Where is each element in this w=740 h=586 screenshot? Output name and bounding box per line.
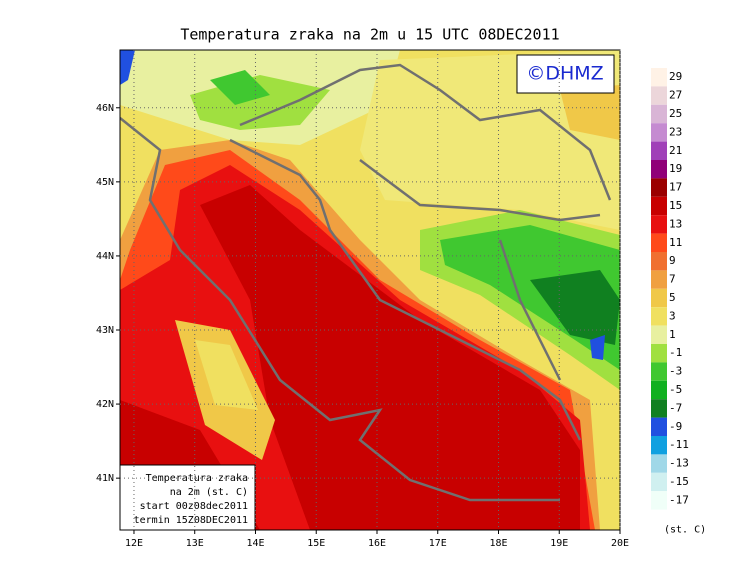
colorbar-label: 3 (669, 309, 676, 322)
colorbar-block (651, 417, 667, 436)
colorbar-unit: (st. C) (664, 525, 706, 536)
x-tick-label: 14E (246, 538, 264, 549)
colorbar-block (651, 104, 667, 124)
colorbar-label: 29 (669, 70, 682, 83)
info-line: termin 15Z08DEC2011 (134, 515, 248, 526)
x-tick-label: 16E (368, 538, 386, 549)
x-tick-label: 17E (429, 538, 447, 549)
colorbar-label: 17 (669, 181, 682, 194)
colorbar-label: 9 (669, 254, 676, 267)
colorbar-block (651, 233, 667, 252)
colorbar-label: -1 (669, 346, 682, 359)
colorbar-block (651, 380, 667, 400)
colorbar-label: -17 (669, 493, 689, 506)
colorbar-block (651, 399, 667, 418)
colorbar: 29 27 25 23 21 19 17 15 13 11 9 7 5 3 1 -1 -3 -5 -7 -9 -11 -1… (651, 68, 706, 536)
x-tick-label: 20E (611, 538, 629, 549)
colorbar-block (651, 325, 667, 344)
colorbar-block (651, 123, 667, 142)
colorbar-block (651, 178, 667, 197)
colorbar-block (651, 362, 667, 381)
colorbar-block (651, 307, 667, 326)
colorbar-label: -15 (669, 475, 689, 488)
colorbar-block (651, 252, 667, 271)
colorbar-label: 7 (669, 273, 676, 286)
colorbar-label: 21 (669, 144, 682, 157)
y-tick-label: 42N (96, 399, 114, 410)
colorbar-block (651, 68, 667, 87)
colorbar-label: -7 (669, 401, 682, 414)
y-tick-label: 45N (96, 177, 114, 188)
colorbar-label: 1 (669, 328, 676, 341)
x-tick-label: 18E (489, 538, 507, 549)
logo-box (516, 54, 615, 94)
x-tick-label: 19E (550, 538, 568, 549)
colorbar-label: 23 (669, 125, 682, 138)
colorbar-label: 19 (669, 162, 682, 175)
colorbar-label: 15 (669, 199, 682, 212)
y-tick-label: 41N (96, 473, 114, 484)
info-box (119, 464, 256, 531)
colorbar-label: 11 (669, 236, 682, 249)
x-tick-label: 12E (125, 538, 143, 549)
colorbar-block (651, 472, 667, 492)
colorbar-block (651, 86, 667, 105)
colorbar-block (651, 454, 667, 473)
info-line: start 00z08dec2011 (140, 501, 248, 512)
x-tick-label: 13E (186, 538, 204, 549)
title: Temperatura zraka na 2m u 15 UTC 08DEC20… (180, 26, 559, 44)
colorbar-label: 27 (669, 89, 682, 102)
colorbar-label: 5 (669, 291, 676, 304)
colorbar-block (651, 215, 667, 234)
colorbar-block (651, 344, 667, 363)
colorbar-block (651, 491, 667, 510)
colorbar-label: -5 (669, 383, 682, 396)
axes: 12E 13E 14E 15E 16E 17E 18E 19E 20E 41N 42N 43N 44N 4… (96, 50, 629, 549)
y-tick-label: 43N (96, 325, 114, 336)
y-tick-label: 46N (96, 103, 114, 114)
colorbar-label: 13 (669, 217, 682, 230)
colorbar-block (651, 141, 667, 160)
colorbar-label: 25 (669, 107, 682, 120)
info-line: na 2m (st. C) (170, 487, 248, 498)
colorbar-block (651, 270, 667, 289)
y-tick-label: 44N (96, 251, 114, 262)
logo: ©DHMZ (526, 63, 603, 85)
colorbar-label: -3 (669, 365, 682, 378)
colorbar-block (651, 160, 667, 179)
colorbar-label: -9 (669, 420, 682, 433)
colorbar-label: -11 (669, 438, 689, 451)
temperature-field (120, 50, 620, 530)
colorbar-block (651, 288, 667, 308)
colorbar-block (651, 196, 667, 216)
colorbar-label: -13 (669, 457, 689, 470)
colorbar-block (651, 436, 667, 455)
x-tick-label: 15E (307, 538, 325, 549)
